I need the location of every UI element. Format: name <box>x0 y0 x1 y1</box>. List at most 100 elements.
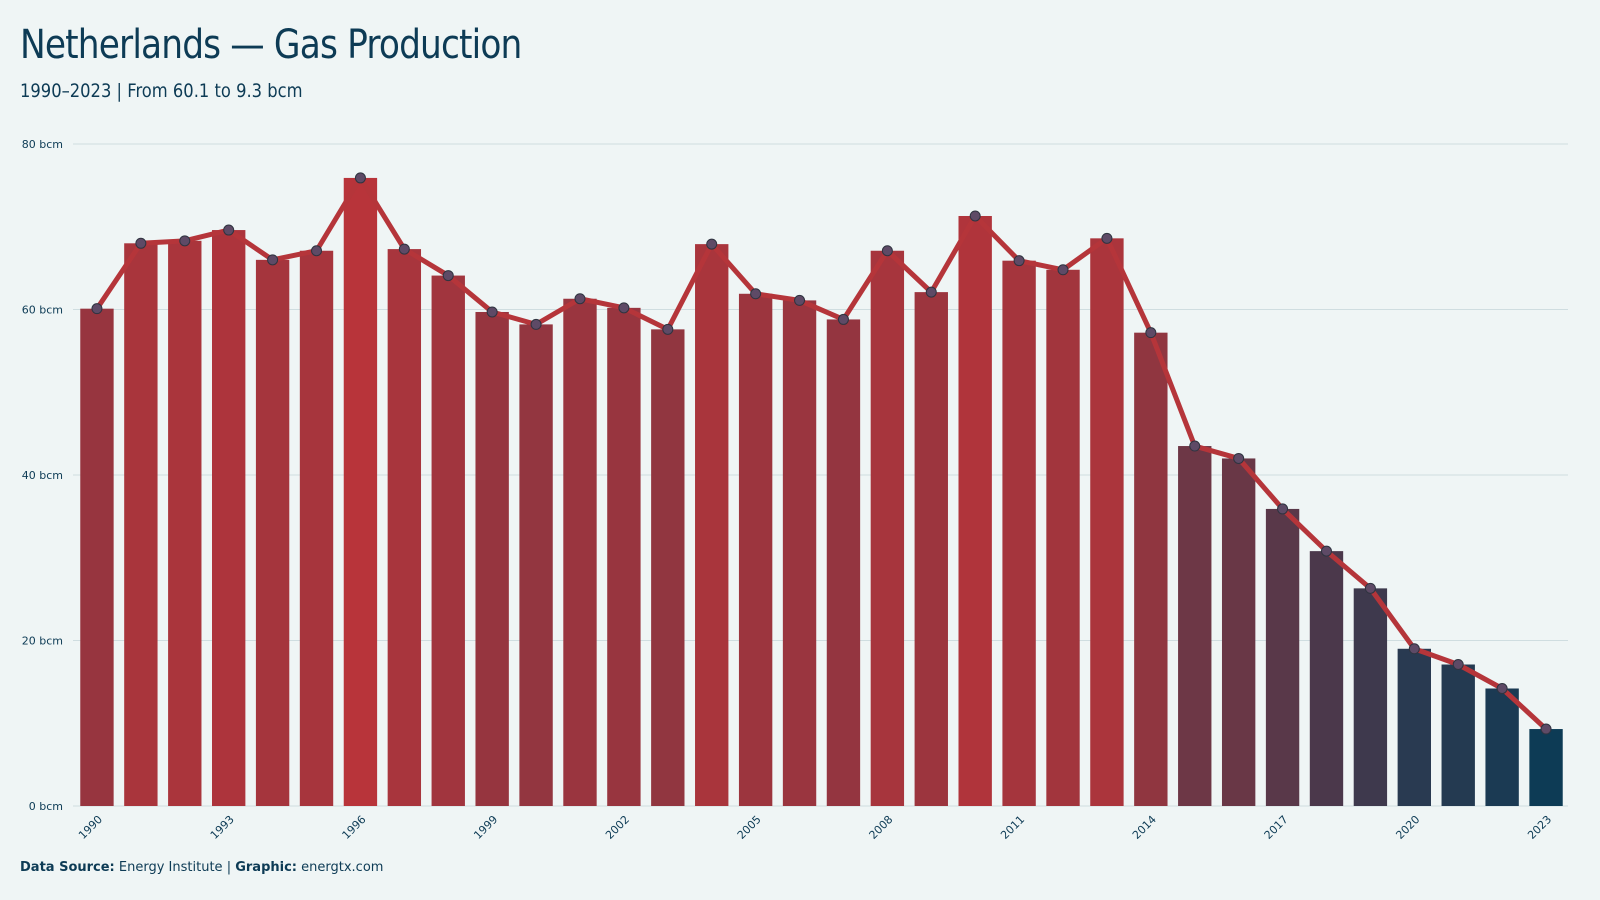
bar-2001 <box>563 298 597 806</box>
bar-1991 <box>124 243 158 807</box>
point-2007 <box>837 313 849 325</box>
y-tick-label: 0 bcm <box>29 800 63 813</box>
point-2014 <box>1145 327 1157 339</box>
point-2013 <box>1101 232 1113 244</box>
bar-2002 <box>607 307 641 806</box>
y-tick-label: 60 bcm <box>22 304 63 317</box>
bar-1993 <box>212 230 246 806</box>
trend-points <box>91 172 1552 735</box>
point-1993 <box>223 224 235 236</box>
source-value: Energy Institute <box>118 860 223 875</box>
x-tick-label: 1996 <box>340 813 369 842</box>
x-tick-label: 1999 <box>471 813 500 842</box>
footer-separator: | <box>226 860 232 875</box>
graphic-value: energtx.com <box>301 860 384 875</box>
bar-1998 <box>431 275 465 806</box>
x-tick-label: 2011 <box>998 813 1027 842</box>
bar-1992 <box>168 240 202 806</box>
point-1995 <box>311 245 323 257</box>
point-2022 <box>1496 682 1508 694</box>
point-2019 <box>1364 582 1376 594</box>
bars <box>80 177 1563 807</box>
point-2008 <box>881 245 893 257</box>
bar-2020 <box>1397 648 1431 806</box>
chart-title: Netherlands — Gas Production <box>20 22 522 68</box>
source-label: Data Source: <box>20 860 115 875</box>
chart-subtitle: 1990–2023 | From 60.1 to 9.3 bcm <box>20 80 303 102</box>
point-2003 <box>662 323 674 335</box>
bar-2021 <box>1441 664 1475 806</box>
x-tick-label: 2023 <box>1525 813 1554 842</box>
point-2023 <box>1540 723 1552 735</box>
y-axis-ticks: 0 bcm 20 bcm 40 bcm 60 bcm 80 bcm <box>22 138 63 813</box>
bar-2008 <box>870 250 905 806</box>
bar-2019 <box>1353 588 1388 806</box>
x-tick-label: 2008 <box>866 813 895 842</box>
bar-1990 <box>80 308 114 806</box>
point-2020 <box>1408 643 1420 655</box>
point-2012 <box>1057 264 1069 276</box>
bar-2022 <box>1485 688 1519 806</box>
point-1996 <box>354 172 366 184</box>
bar-2009 <box>914 292 948 806</box>
y-tick-label: 20 bcm <box>22 635 63 648</box>
point-1994 <box>267 254 279 266</box>
bar-2004 <box>695 244 729 806</box>
x-tick-label: 2002 <box>603 813 632 842</box>
bar-2017 <box>1265 508 1300 806</box>
point-1990 <box>91 303 103 315</box>
point-2005 <box>750 288 762 300</box>
point-2011 <box>1013 255 1025 267</box>
point-2016 <box>1233 452 1245 464</box>
point-2017 <box>1277 503 1289 515</box>
bar-2003 <box>651 329 685 806</box>
bar-1997 <box>387 249 422 806</box>
bar-1994 <box>255 259 290 807</box>
y-tick-label: 40 bcm <box>22 469 63 482</box>
x-tick-label: 1990 <box>76 813 105 842</box>
x-tick-label: 1993 <box>208 813 237 842</box>
point-2004 <box>706 238 718 250</box>
point-1998 <box>442 270 454 282</box>
bar-2005 <box>738 293 773 807</box>
point-2001 <box>574 293 586 305</box>
x-tick-label: 2017 <box>1262 813 1291 842</box>
point-1997 <box>398 243 410 255</box>
point-2006 <box>794 294 806 306</box>
bar-2016 <box>1221 458 1256 806</box>
point-2018 <box>1320 545 1332 557</box>
x-tick-label: 2014 <box>1130 813 1159 842</box>
chart-footer: Data Source: Energy Institute | Graphic:… <box>20 860 383 875</box>
point-2000 <box>530 318 542 330</box>
y-tick-label: 80 bcm <box>22 138 63 151</box>
x-tick-label: 2005 <box>735 813 764 842</box>
bar-2010 <box>958 215 992 806</box>
trend-line <box>94 175 1549 732</box>
bar-1999 <box>475 311 509 806</box>
bar-2015 <box>1178 446 1212 806</box>
point-2021 <box>1452 658 1464 670</box>
bar-1995 <box>299 250 334 806</box>
bar-2023 <box>1529 729 1563 806</box>
grid-lines <box>73 143 1568 807</box>
point-2015 <box>1189 440 1201 452</box>
bar-1996 <box>343 177 378 807</box>
x-tick-label: 2020 <box>1393 813 1422 842</box>
bar-2007 <box>826 319 861 806</box>
graphic-label: Graphic: <box>235 860 297 875</box>
point-2010 <box>969 210 981 222</box>
bar-2013 <box>1090 238 1124 806</box>
bar-2014 <box>1134 332 1168 806</box>
bar-2011 <box>1002 260 1036 806</box>
x-axis-ticks: 1990 1993 1996 1999 2002 2005 2008 2011 2014 2017… <box>76 813 1554 842</box>
bar-2000 <box>519 324 553 806</box>
point-2002 <box>618 302 630 314</box>
bar-2018 <box>1309 551 1344 806</box>
point-1992 <box>179 235 191 247</box>
point-1999 <box>486 306 498 318</box>
point-1991 <box>135 237 147 249</box>
bar-2006 <box>782 300 817 806</box>
point-2009 <box>925 286 937 298</box>
trend-line-path <box>94 175 1549 732</box>
